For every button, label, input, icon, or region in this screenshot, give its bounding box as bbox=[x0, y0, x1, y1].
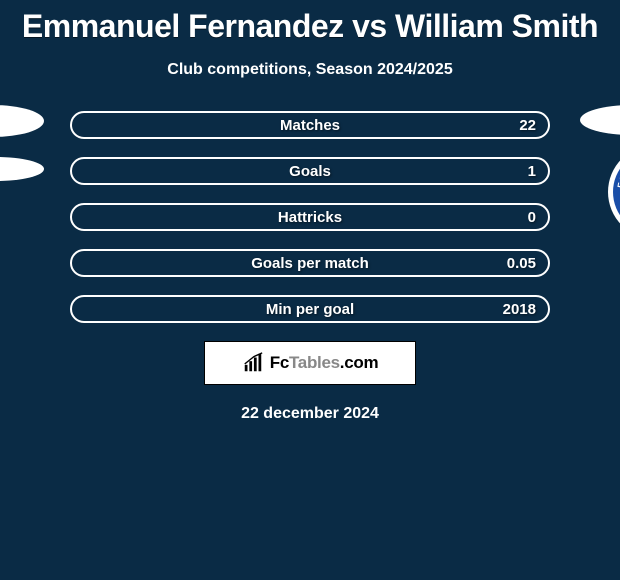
branding-box: FcTables.com bbox=[204, 341, 416, 385]
branding-text: FcTables.com bbox=[270, 353, 379, 373]
right-ellipse-1 bbox=[580, 105, 620, 135]
club-badge-inner: FC HALIFAX TOWN THE SHAYMEN bbox=[613, 150, 620, 234]
page-title: Emmanuel Fernandez vs William Smith bbox=[0, 0, 620, 45]
stats-container: FC HALIFAX TOWN THE SHAYMEN Matches 22 bbox=[0, 111, 620, 323]
stat-label: Min per goal bbox=[266, 301, 354, 318]
stat-row: Hattricks 0 bbox=[70, 203, 550, 231]
stat-value-right: 22 bbox=[519, 117, 536, 134]
club-badge: FC HALIFAX TOWN THE SHAYMEN bbox=[608, 145, 620, 239]
footer-date: 22 december 2024 bbox=[0, 405, 620, 423]
stat-label: Hattricks bbox=[278, 209, 342, 226]
stat-bar: Goals 1 bbox=[70, 157, 550, 185]
stat-bar: Goals per match 0.05 bbox=[70, 249, 550, 277]
stat-value-right: 2018 bbox=[503, 301, 536, 318]
club-badge-svg: FC HALIFAX TOWN THE SHAYMEN bbox=[613, 150, 620, 234]
stat-value-right: 0 bbox=[528, 209, 536, 226]
stat-row: Min per goal 2018 bbox=[70, 295, 550, 323]
subtitle: Club competitions, Season 2024/2025 bbox=[0, 61, 620, 79]
stat-label: Goals per match bbox=[251, 255, 369, 272]
stat-value-right: 1 bbox=[528, 163, 536, 180]
stat-row: Goals per match 0.05 bbox=[70, 249, 550, 277]
stats-bars: FC HALIFAX TOWN THE SHAYMEN Matches 22 bbox=[70, 111, 550, 323]
stat-bar: Hattricks 0 bbox=[70, 203, 550, 231]
bar-chart-icon bbox=[242, 352, 264, 374]
stat-bar: Min per goal 2018 bbox=[70, 295, 550, 323]
left-ellipse-2 bbox=[0, 157, 44, 181]
stat-row: Matches 22 bbox=[70, 111, 550, 139]
svg-text:FC HALIFAX TOWN: FC HALIFAX TOWN bbox=[615, 152, 620, 189]
stat-row: Goals 1 bbox=[70, 157, 550, 185]
stat-label: Matches bbox=[280, 117, 340, 134]
stat-bar: Matches 22 bbox=[70, 111, 550, 139]
stat-label: Goals bbox=[289, 163, 331, 180]
left-ellipse-1 bbox=[0, 105, 44, 137]
brand-domain: .com bbox=[340, 353, 378, 372]
brand-prefix: Fc bbox=[270, 353, 289, 372]
stat-value-right: 0.05 bbox=[507, 255, 536, 272]
brand-suffix: Tables bbox=[289, 353, 340, 372]
